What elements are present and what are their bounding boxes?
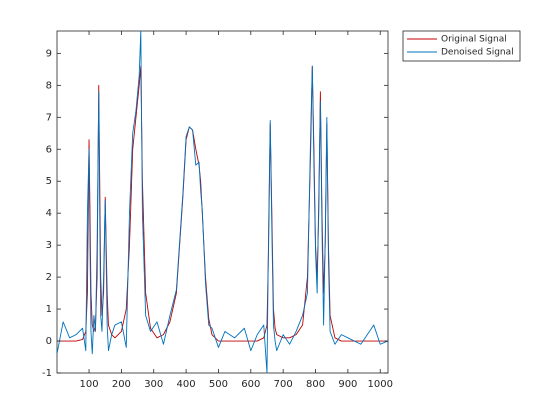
legend-label: Denoised Signal bbox=[441, 48, 514, 58]
y-tick-label: 0 bbox=[46, 336, 52, 347]
x-tick-label: 900 bbox=[338, 379, 357, 390]
y-tick-label: 5 bbox=[46, 176, 52, 187]
y-tick-label: 2 bbox=[46, 272, 52, 283]
y-tick-label: 3 bbox=[46, 240, 52, 251]
x-tick-label: 500 bbox=[209, 379, 228, 390]
y-tick-label: 9 bbox=[46, 48, 52, 59]
y-tick-label: 1 bbox=[46, 304, 52, 315]
y-tick-label: 6 bbox=[46, 144, 52, 155]
x-tick-label: 800 bbox=[306, 379, 325, 390]
x-tick-label: 100 bbox=[79, 379, 98, 390]
x-tick-label: 300 bbox=[144, 379, 163, 390]
y-tick-label: -1 bbox=[42, 368, 52, 379]
x-tick-label: 200 bbox=[112, 379, 131, 390]
x-tick-label: 1000 bbox=[368, 379, 393, 390]
x-tick-label: 600 bbox=[241, 379, 260, 390]
y-tick-label: 8 bbox=[46, 80, 52, 91]
plot-area bbox=[56, 30, 389, 374]
legend-box bbox=[402, 30, 521, 62]
series-line bbox=[57, 31, 388, 373]
x-tick-label: 700 bbox=[274, 379, 293, 390]
legend-label: Original Signal bbox=[441, 35, 507, 45]
plot-lines bbox=[57, 31, 388, 373]
y-tick-label: 4 bbox=[46, 208, 52, 219]
x-tick-label: 400 bbox=[177, 379, 196, 390]
y-tick-label: 7 bbox=[46, 112, 52, 123]
